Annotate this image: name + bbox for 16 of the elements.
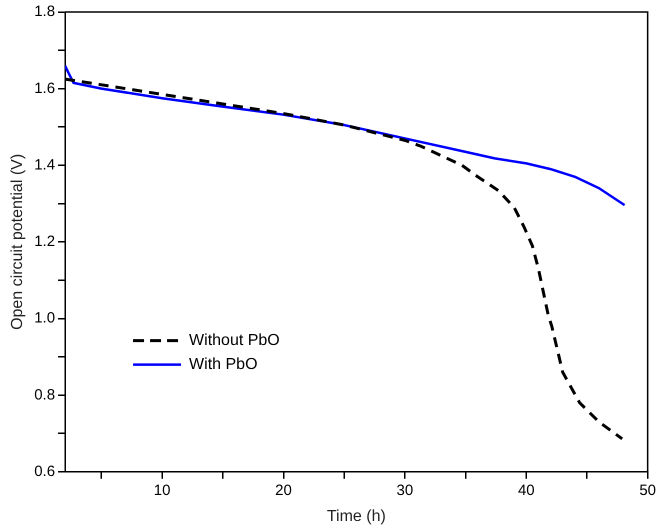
legend-label: With PbO [189, 356, 258, 374]
x-tick-label: 50 [639, 482, 656, 499]
y-tick-label: 1.8 [34, 3, 56, 20]
y-axis-title: Open circuit potential (V) [9, 154, 26, 330]
x-tick-label: 10 [154, 482, 170, 499]
y-tick-label: 0.8 [34, 386, 56, 404]
legend-label: Without PbO [189, 332, 280, 350]
y-tick-label: 1.0 [34, 310, 56, 327]
x-tick-label: 30 [396, 482, 414, 499]
x-tick-label: 40 [518, 482, 535, 499]
y-tick-label: 1.2 [34, 233, 56, 250]
x-tick-label: 20 [275, 482, 292, 499]
y-tick-label: 0.6 [34, 462, 56, 480]
y-tick-label: 1.6 [34, 80, 56, 97]
x-axis-title: Time (h) [326, 508, 386, 525]
y-tick-label: 1.4 [34, 156, 56, 174]
